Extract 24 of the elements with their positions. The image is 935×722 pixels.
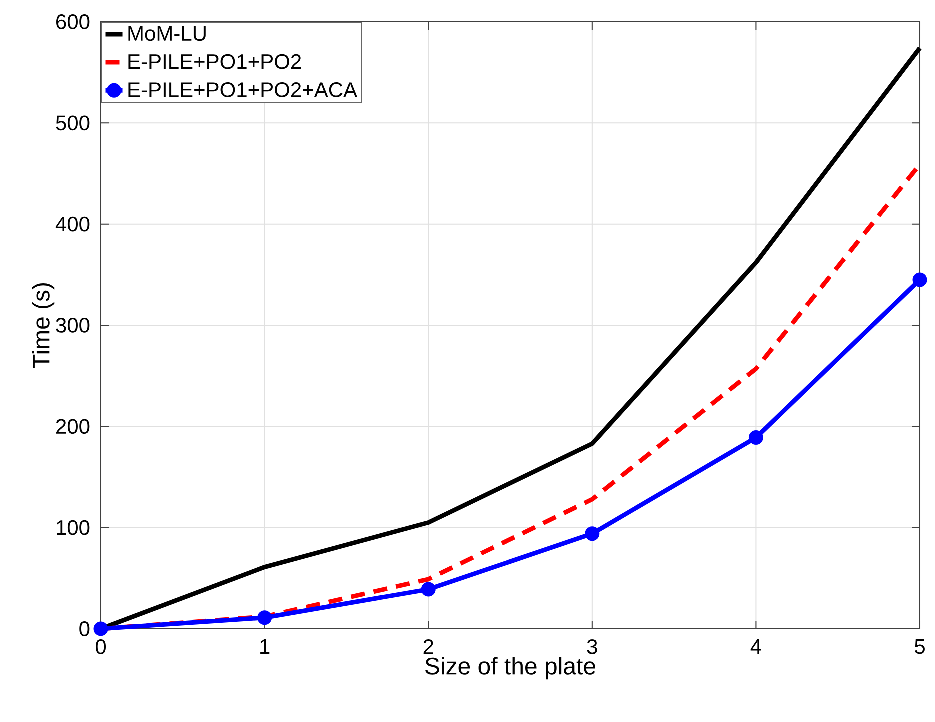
legend-label: E-PILE+PO1+PO2 xyxy=(128,54,302,70)
y-tick-label: 0 xyxy=(80,622,90,636)
point xyxy=(258,610,272,626)
x-tick-label: 4 xyxy=(750,640,762,654)
y-tick-label: 600 xyxy=(56,14,90,30)
x-tick-label: 3 xyxy=(587,640,598,654)
x-tick-label: 1 xyxy=(260,640,270,654)
legend-label: E-PILE+PO1+PO2+ACA xyxy=(128,82,358,98)
y-tick-label: 300 xyxy=(56,318,90,333)
x-tick-label: 0 xyxy=(96,640,106,654)
x-axis-title: Size of the plate xyxy=(426,657,596,680)
point xyxy=(585,526,600,542)
x-tick-label: 2 xyxy=(424,640,434,654)
point xyxy=(94,622,108,636)
y-tick-label: 100 xyxy=(57,520,90,536)
legend-label: MoM-LU xyxy=(128,26,206,42)
y-tick-label: 400 xyxy=(56,216,90,232)
point xyxy=(748,430,764,446)
point xyxy=(421,582,436,597)
y-tick-label: 500 xyxy=(56,116,90,131)
point xyxy=(912,272,928,288)
x-tick-label: 5 xyxy=(915,640,925,654)
y-axis-title: Time (s) xyxy=(32,283,55,368)
y-tick-label: 200 xyxy=(56,419,90,434)
